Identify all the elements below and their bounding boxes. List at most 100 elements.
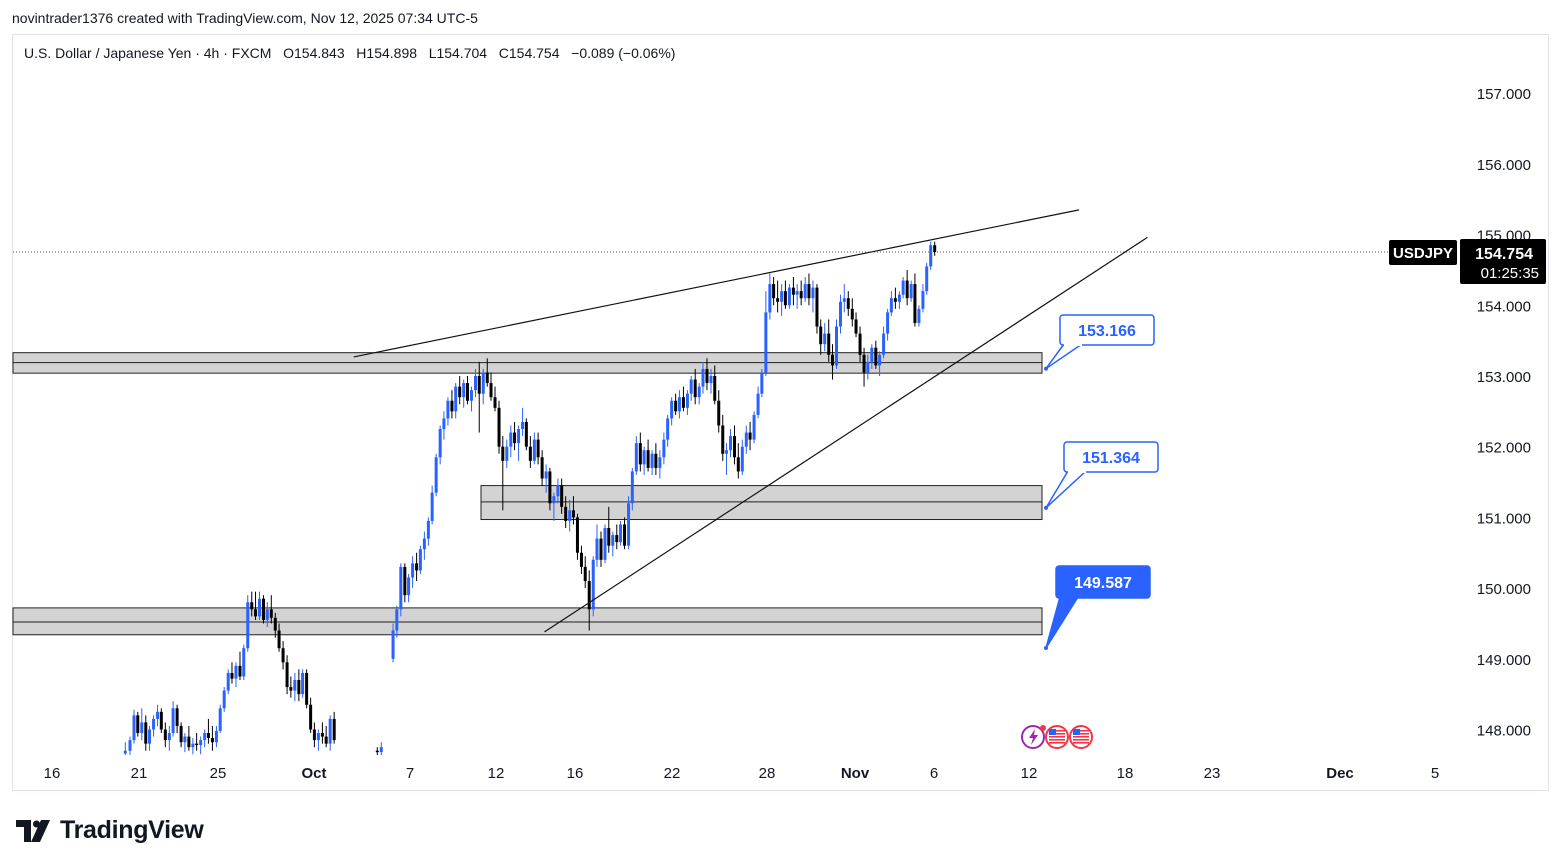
candle-body [560, 485, 564, 507]
candle-body [607, 528, 611, 546]
candle-body [901, 280, 905, 295]
upper-wedge-line [353, 209, 1080, 358]
trendlines-layer [353, 209, 1148, 633]
chart-frame[interactable] [12, 34, 1549, 791]
candle-body [839, 301, 843, 327]
candle-body [171, 708, 175, 734]
candle-body [733, 436, 737, 458]
candle-body [481, 372, 485, 394]
candle-body [799, 291, 803, 299]
candle-body [615, 535, 619, 543]
candle-body [807, 284, 811, 299]
candle-body [375, 750, 379, 753]
candle-body [729, 436, 733, 451]
price-tag-value: 154.754 [1475, 246, 1533, 263]
candle-body [281, 648, 285, 663]
candle-body [532, 439, 536, 461]
candle-body [835, 326, 838, 366]
ticker-tag [1389, 240, 1457, 265]
x-tick-label: 5 [1431, 765, 1439, 782]
ohlc-low: L154.704 [428, 45, 488, 61]
candle-body [536, 439, 540, 458]
candle-body [262, 598, 266, 620]
candle-body [599, 538, 603, 560]
candle-body [238, 665, 242, 677]
lower-wedge-line [544, 236, 1148, 633]
candle-body [611, 535, 615, 546]
zone-labels-layer: 153.166 151.364 149.587 [1044, 314, 1159, 651]
candle-body [152, 718, 156, 730]
candle-body [819, 326, 823, 345]
candle-body [285, 662, 289, 688]
candle-body [446, 400, 450, 419]
candle-body [391, 630, 395, 659]
candle-body [497, 407, 501, 447]
candle-body [893, 298, 897, 302]
candle-body [642, 450, 646, 465]
candle-body [925, 266, 929, 292]
x-tick-label: 16 [567, 765, 584, 782]
candle-body [132, 715, 136, 741]
candle-body [874, 347, 878, 366]
x-tick-label: Oct [301, 765, 326, 782]
candle-body [697, 386, 701, 398]
candle-body [312, 729, 316, 741]
candle-body [183, 736, 187, 743]
candle-body [650, 453, 654, 468]
candle-body [913, 284, 917, 323]
candle-body [544, 471, 548, 479]
candle-body [842, 298, 846, 302]
candle-body [709, 376, 713, 384]
y-tick-label: 149.000 [1477, 652, 1531, 669]
candle-body [144, 722, 148, 744]
candle-body [246, 602, 250, 649]
y-tick-label: 148.000 [1477, 723, 1531, 740]
candle-body [521, 421, 525, 430]
candle-body [772, 284, 776, 299]
candle-body [199, 740, 203, 746]
candle-body [403, 566, 407, 596]
candle-body [156, 711, 160, 719]
candle-body [422, 538, 426, 550]
candle-body [670, 400, 674, 419]
candle-body [917, 308, 921, 323]
candle-body [395, 609, 399, 631]
zone-callout-pointer [1045, 470, 1088, 509]
candle-body [862, 354, 866, 373]
candle-body [886, 312, 890, 334]
tradingview-logo-icon [16, 819, 50, 842]
price-tag-layer: USDJPY 154.754 01:25:35 [1389, 239, 1546, 284]
candle-body [206, 733, 210, 738]
candle-body [748, 432, 752, 440]
candle-body [760, 372, 764, 394]
candle-body [795, 291, 799, 295]
zone-callout-pointer [1045, 343, 1085, 370]
ticker-tag-label: USDJPY [1393, 245, 1453, 262]
tradingview-logo[interactable]: TradingView [16, 816, 204, 845]
candle-body [564, 506, 568, 521]
candle-body [159, 711, 163, 730]
candle-body [905, 280, 909, 299]
zone-callout-pointer [1045, 596, 1080, 649]
candle-body [411, 563, 415, 578]
candle-body [897, 294, 901, 302]
event-icons-layer [1021, 725, 1093, 749]
candle-body [305, 672, 309, 705]
candle-body [623, 524, 627, 546]
candle-body [426, 520, 430, 539]
candle-body [929, 245, 933, 267]
candle-body [269, 609, 273, 618]
price-tag [1460, 239, 1546, 284]
candle-body [509, 432, 513, 447]
candle-body [783, 291, 787, 306]
x-tick-label: Dec [1326, 765, 1354, 782]
y-tick-label: 156.000 [1477, 157, 1531, 174]
candle-body [595, 538, 599, 560]
candle-body [477, 376, 481, 394]
candle-body [619, 524, 623, 543]
zone-label: 151.364 [1082, 450, 1140, 467]
candle-body [242, 648, 246, 677]
x-tick-label: 7 [406, 765, 414, 782]
candle-body [540, 457, 544, 479]
